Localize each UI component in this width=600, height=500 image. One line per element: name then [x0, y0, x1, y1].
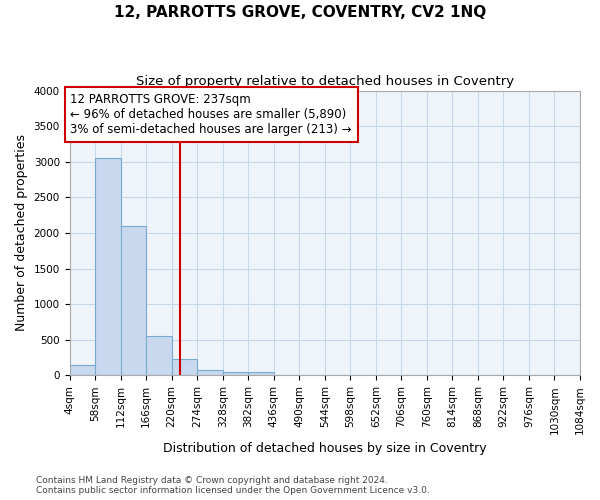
Bar	[223, 372, 248, 376]
Bar	[172, 359, 197, 376]
Y-axis label: Number of detached properties: Number of detached properties	[15, 134, 28, 332]
Text: 12, PARROTTS GROVE, COVENTRY, CV2 1NQ: 12, PARROTTS GROVE, COVENTRY, CV2 1NQ	[114, 5, 486, 20]
Title: Size of property relative to detached houses in Coventry: Size of property relative to detached ho…	[136, 75, 514, 88]
Text: 12 PARROTTS GROVE: 237sqm
← 96% of detached houses are smaller (5,890)
3% of sem: 12 PARROTTS GROVE: 237sqm ← 96% of detac…	[70, 92, 352, 136]
Bar	[248, 372, 274, 376]
Bar	[95, 158, 121, 376]
Bar	[70, 364, 95, 376]
Bar	[146, 336, 172, 376]
Bar	[197, 370, 223, 376]
X-axis label: Distribution of detached houses by size in Coventry: Distribution of detached houses by size …	[163, 442, 487, 455]
Text: Contains HM Land Registry data © Crown copyright and database right 2024.
Contai: Contains HM Land Registry data © Crown c…	[36, 476, 430, 495]
Bar	[121, 226, 146, 376]
